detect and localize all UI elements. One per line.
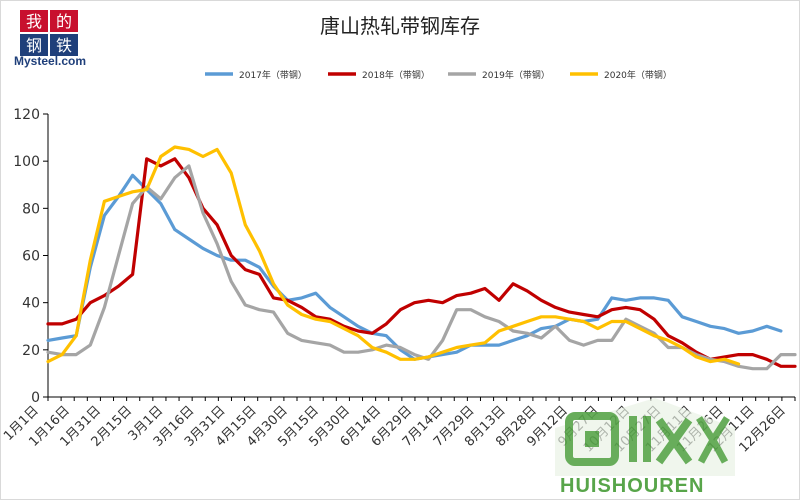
brand-name: Mysteel.com bbox=[14, 54, 87, 68]
series-line-2019 bbox=[46, 164, 797, 371]
mysteel-logo-icon: 我 的 钢 铁 bbox=[20, 10, 78, 56]
y-tick-label: 0 bbox=[31, 390, 40, 406]
watermark-text: HUISHOUREN bbox=[560, 475, 705, 497]
svg-text:我: 我 bbox=[26, 12, 42, 31]
legend-label-2020: 2020年（带钢） bbox=[604, 69, 672, 81]
series-line-2020 bbox=[46, 145, 741, 366]
y-tick-label: 40 bbox=[22, 296, 40, 312]
series-line-2017 bbox=[46, 173, 783, 361]
chart-title: 唐山热轧带钢库存 bbox=[320, 14, 480, 38]
y-tick-label: 120 bbox=[13, 107, 40, 123]
svg-text:的: 的 bbox=[56, 12, 72, 31]
svg-text:钢: 钢 bbox=[26, 36, 42, 55]
y-tick-label: 60 bbox=[22, 249, 40, 265]
legend-label-2017: 2017年（带钢） bbox=[239, 69, 307, 81]
chart-legend: 2017年（带钢） 2018年（带钢） 2019年（带钢） 2020年（带钢） bbox=[205, 69, 672, 81]
series-line-2018 bbox=[46, 157, 797, 368]
svg-text:铁: 铁 bbox=[56, 36, 72, 55]
chart-series bbox=[46, 145, 797, 371]
recycle-box-icon bbox=[555, 398, 735, 476]
y-tick-label: 80 bbox=[22, 201, 40, 217]
legend-label-2019: 2019年（带钢） bbox=[482, 69, 550, 81]
legend-label-2018: 2018年（带钢） bbox=[362, 69, 430, 81]
y-tick-label: 100 bbox=[13, 154, 40, 170]
y-tick-label: 20 bbox=[22, 343, 40, 359]
